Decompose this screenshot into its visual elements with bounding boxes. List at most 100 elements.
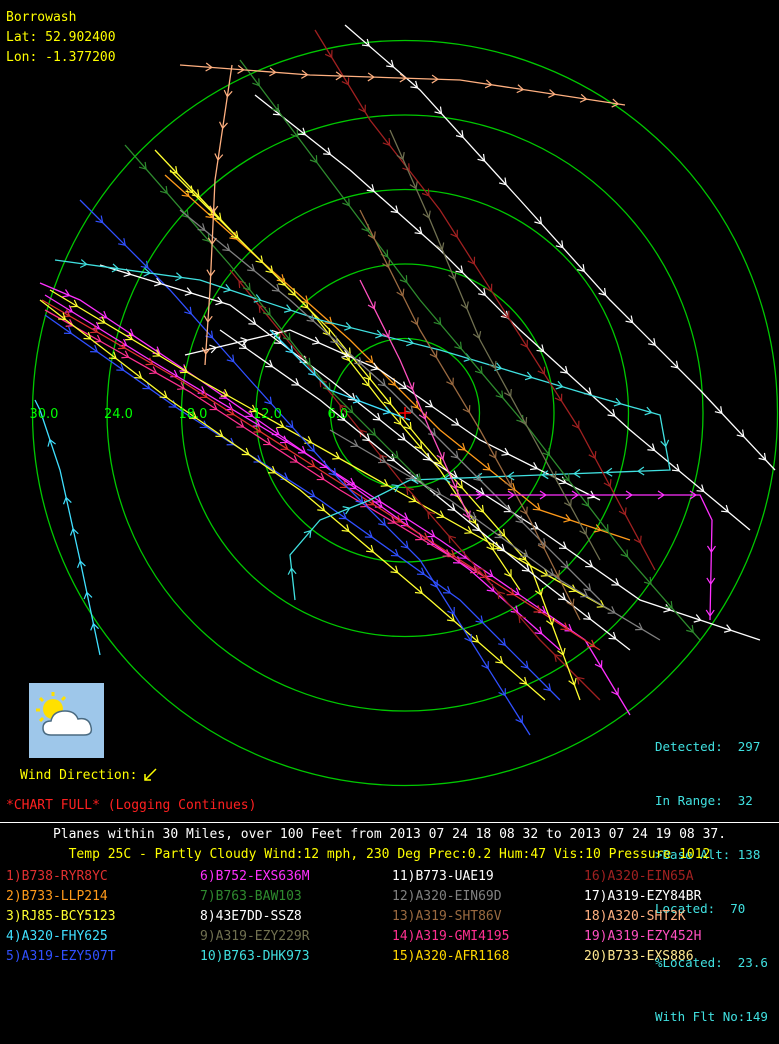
flight-legend-item: 11)B773-UAE19 [392,869,494,884]
track-arrow [689,490,698,500]
track-arrow [434,456,442,465]
track-arrow [108,351,117,360]
track-arrow [497,543,506,552]
flight-legend-item: 9)A319-EZY229R [200,929,310,944]
track-arrow [382,406,391,415]
flight-legend-item: 4)A320-FHY625 [6,929,108,944]
track-arrow [253,294,262,303]
track-arrow [497,591,505,600]
flight-track [34,399,101,656]
flight-legend-item: 17)A319-EZY84BR [584,889,702,904]
track-arrow [519,417,528,426]
flight-track [41,299,601,651]
track-arrow [265,359,274,368]
flight-legend-item: 15)A320-AFR1168 [392,949,510,964]
track-arrow [279,435,289,444]
range-ring [106,114,704,712]
track-arrow [486,542,494,551]
track-arrow [269,67,277,77]
flight-legend-item: 8)43E7DD-SSZ8 [200,909,302,924]
track-arrow [241,447,250,456]
track-arrow [390,450,399,459]
track-arrow [308,368,317,377]
track-arrow [488,360,497,370]
track-arrow [481,661,489,670]
track-arrow [90,622,99,631]
track-arrow [312,336,321,345]
track-arrow [451,418,460,426]
track-arrow [427,529,436,538]
track-arrow [515,515,524,524]
track-arrow [203,315,213,324]
track-arrow [510,605,519,614]
flight-track [219,329,631,651]
track-arrow [579,93,588,103]
track-arrow [236,420,245,428]
track-arrow [366,497,375,506]
track-arrow [116,363,125,371]
track-arrow [226,407,235,416]
track-arrow [422,452,431,461]
track-arrow [405,471,414,480]
track-arrow [495,390,504,399]
track-arrow [383,397,392,406]
track-arrow [433,487,442,496]
track-arrow [657,490,666,500]
flight-legend-item: 12)A320-EIN69D [392,889,502,904]
track-arrow [63,326,73,335]
track-arrow [364,530,373,538]
track-arrow [316,472,325,481]
track-arrow [215,296,224,306]
track-arrow [611,687,619,696]
track-arrow [436,452,445,461]
track-arrow [406,382,415,391]
track-arrow [222,243,231,252]
track-arrow [611,98,620,108]
track-arrow [350,439,359,448]
track-arrow [537,541,546,550]
track-arrow [309,155,318,164]
track-arrow [399,73,408,83]
flight-legend-item: 2)B733-LLP214 [6,889,108,904]
range-ring [255,263,555,563]
track-arrow [425,399,434,408]
track-arrow [378,455,387,464]
track-arrow [400,512,409,520]
track-arrow [341,77,350,86]
track-arrow [390,548,399,557]
track-arrow [288,288,297,297]
track-arrow [608,631,617,640]
track-arrow [455,130,464,139]
track-arrow [213,212,222,221]
partly-cloudy-icon [29,683,104,758]
track-arrow [548,470,557,480]
track-arrow [390,205,399,214]
track-arrow [594,660,603,669]
track-arrow [534,216,543,225]
track-arrow [373,495,382,503]
track-arrow [598,287,607,296]
track-arrow [317,503,326,512]
range-ring-label: 18.0 [179,407,208,422]
track-arrow [524,371,533,381]
track-arrow [83,591,93,600]
track-arrow [290,129,299,138]
track-arrow [476,504,485,513]
cloud-icon [42,710,93,736]
track-arrow [410,80,419,89]
flight-track [39,282,561,651]
track-arrow [530,521,539,530]
track-arrow [406,486,414,495]
track-arrow [366,544,375,553]
track-arrow [457,442,466,451]
track-arrow [342,198,350,207]
track-arrow [240,337,249,346]
track-arrow [519,506,528,515]
track-arrow [560,365,569,374]
track-arrow [346,477,355,486]
track-arrow [546,568,555,576]
track-arrow [758,452,767,461]
track-arrow [498,638,507,647]
track-arrow [604,467,613,477]
track-arrow [209,344,218,354]
